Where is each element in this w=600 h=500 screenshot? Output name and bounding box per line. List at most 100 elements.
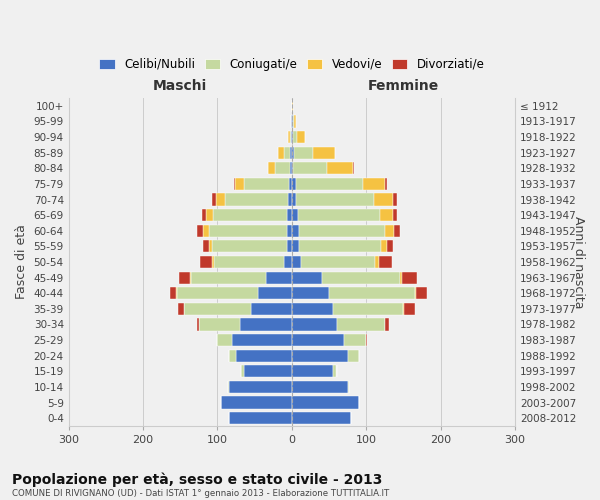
Bar (179, 272, 190, 283)
Bar (212, 194, 216, 205)
Bar (236, 350, 292, 362)
Bar (362, 178, 385, 190)
Bar (296, 194, 374, 205)
Bar (234, 178, 235, 190)
Bar (385, 224, 394, 237)
Bar (292, 100, 293, 112)
Bar (290, 146, 292, 159)
Bar (374, 194, 393, 205)
Bar (400, 272, 402, 283)
Bar (294, 116, 296, 128)
Bar (203, 224, 209, 237)
Bar (387, 240, 393, 252)
Bar (381, 240, 387, 252)
Bar (190, 272, 191, 283)
Bar (394, 224, 400, 237)
Bar (292, 178, 296, 190)
Bar (385, 318, 389, 330)
Bar (229, 381, 292, 393)
Bar (176, 287, 259, 300)
Bar (333, 302, 403, 315)
Bar (415, 287, 416, 300)
Bar (184, 302, 251, 315)
Bar (403, 302, 404, 315)
Bar (293, 162, 327, 174)
Bar (292, 224, 299, 237)
Bar (402, 272, 417, 283)
Bar (197, 224, 203, 237)
Bar (313, 146, 335, 159)
Bar (288, 131, 290, 143)
Bar (209, 224, 287, 237)
Bar (197, 318, 199, 330)
Bar (217, 334, 232, 346)
Bar (212, 240, 287, 252)
Bar (228, 381, 229, 393)
Bar (266, 272, 292, 283)
Bar (235, 178, 244, 190)
Bar (291, 116, 292, 128)
Bar (213, 209, 287, 221)
Bar (212, 256, 214, 268)
Bar (216, 194, 225, 205)
Bar (225, 194, 288, 205)
Bar (214, 256, 284, 268)
Bar (292, 116, 293, 128)
Bar (292, 396, 359, 408)
Text: Femmine: Femmine (368, 80, 439, 94)
Y-axis label: Fasce di età: Fasce di età (15, 224, 28, 300)
Bar (299, 224, 385, 237)
Bar (375, 256, 379, 268)
Bar (291, 131, 292, 143)
Bar (385, 178, 387, 190)
Bar (379, 256, 392, 268)
Bar (292, 272, 322, 283)
Bar (296, 178, 362, 190)
Bar (292, 162, 293, 174)
Bar (393, 194, 397, 205)
Bar (322, 272, 400, 283)
Bar (287, 240, 292, 252)
Text: COMUNE DI RIVIGNANO (UD) - Dati ISTAT 1° gennaio 2013 - Elaborazione TUTTITALIA.: COMUNE DI RIVIGNANO (UD) - Dati ISTAT 1°… (12, 489, 389, 498)
Bar (347, 381, 349, 393)
Bar (292, 131, 293, 143)
Bar (293, 116, 294, 128)
Text: Maschi: Maschi (153, 80, 208, 94)
Bar (292, 287, 329, 300)
Bar (287, 209, 292, 221)
Bar (284, 146, 290, 159)
Bar (268, 162, 275, 174)
Bar (298, 209, 380, 221)
Y-axis label: Anni di nascita: Anni di nascita (572, 216, 585, 308)
Bar (275, 162, 290, 174)
Bar (292, 381, 347, 393)
Bar (244, 365, 292, 378)
Bar (178, 302, 184, 315)
Bar (241, 365, 244, 378)
Bar (290, 162, 292, 174)
Bar (366, 334, 367, 346)
Bar (284, 256, 292, 268)
Bar (240, 318, 292, 330)
Bar (229, 350, 236, 362)
Text: Popolazione per età, sesso e stato civile - 2013: Popolazione per età, sesso e stato civil… (12, 472, 382, 487)
Bar (292, 146, 294, 159)
Bar (209, 240, 212, 252)
Bar (344, 334, 366, 346)
Bar (380, 209, 393, 221)
Bar (292, 365, 333, 378)
Bar (293, 131, 297, 143)
Bar (297, 131, 305, 143)
Bar (292, 350, 347, 362)
Bar (337, 318, 385, 330)
Bar (292, 256, 301, 268)
Bar (404, 302, 415, 315)
Bar (221, 396, 292, 408)
Bar (232, 334, 292, 346)
Bar (299, 240, 381, 252)
Bar (329, 287, 415, 300)
Bar (292, 334, 344, 346)
Bar (301, 256, 375, 268)
Bar (292, 240, 299, 252)
Bar (290, 131, 291, 143)
